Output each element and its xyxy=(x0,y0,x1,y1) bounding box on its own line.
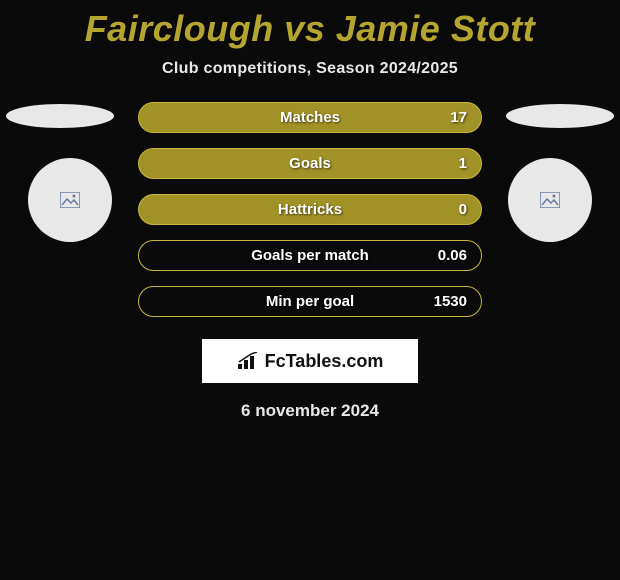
logo-text: FcTables.com xyxy=(265,351,384,372)
page-subtitle: Club competitions, Season 2024/2025 xyxy=(0,60,620,78)
stat-value: 1530 xyxy=(434,293,467,310)
logo-ellipse-right xyxy=(506,104,614,128)
stat-label: Hattricks xyxy=(278,201,342,218)
comparison-content: Matches 17 Goals 1 Hattricks 0 Goals per… xyxy=(0,102,620,421)
placeholder-image-icon xyxy=(60,192,80,208)
date-label: 6 november 2024 xyxy=(0,401,620,421)
stat-label: Goals per match xyxy=(251,247,369,264)
player-avatar-left xyxy=(28,158,112,242)
stat-value: 1 xyxy=(459,155,467,172)
stat-bar-goals: Goals 1 xyxy=(138,148,482,179)
stat-bar-hattricks: Hattricks 0 xyxy=(138,194,482,225)
stat-value: 17 xyxy=(450,109,467,126)
stat-bar-min-per-goal: Min per goal 1530 xyxy=(138,286,482,317)
player-avatar-right xyxy=(508,158,592,242)
logo-ellipse-left xyxy=(6,104,114,128)
stat-bar-goals-per-match: Goals per match 0.06 xyxy=(138,240,482,271)
stat-label: Matches xyxy=(280,109,340,126)
page-title: Fairclough vs Jamie Stott xyxy=(0,0,620,50)
stat-value: 0.06 xyxy=(438,247,467,264)
chart-icon xyxy=(237,352,259,370)
placeholder-image-icon xyxy=(540,192,560,208)
stats-bars: Matches 17 Goals 1 Hattricks 0 Goals per… xyxy=(138,102,482,317)
source-logo[interactable]: FcTables.com xyxy=(202,339,418,383)
stat-label: Min per goal xyxy=(266,293,354,310)
stat-value: 0 xyxy=(459,201,467,218)
stat-bar-matches: Matches 17 xyxy=(138,102,482,133)
stat-label: Goals xyxy=(289,155,331,172)
